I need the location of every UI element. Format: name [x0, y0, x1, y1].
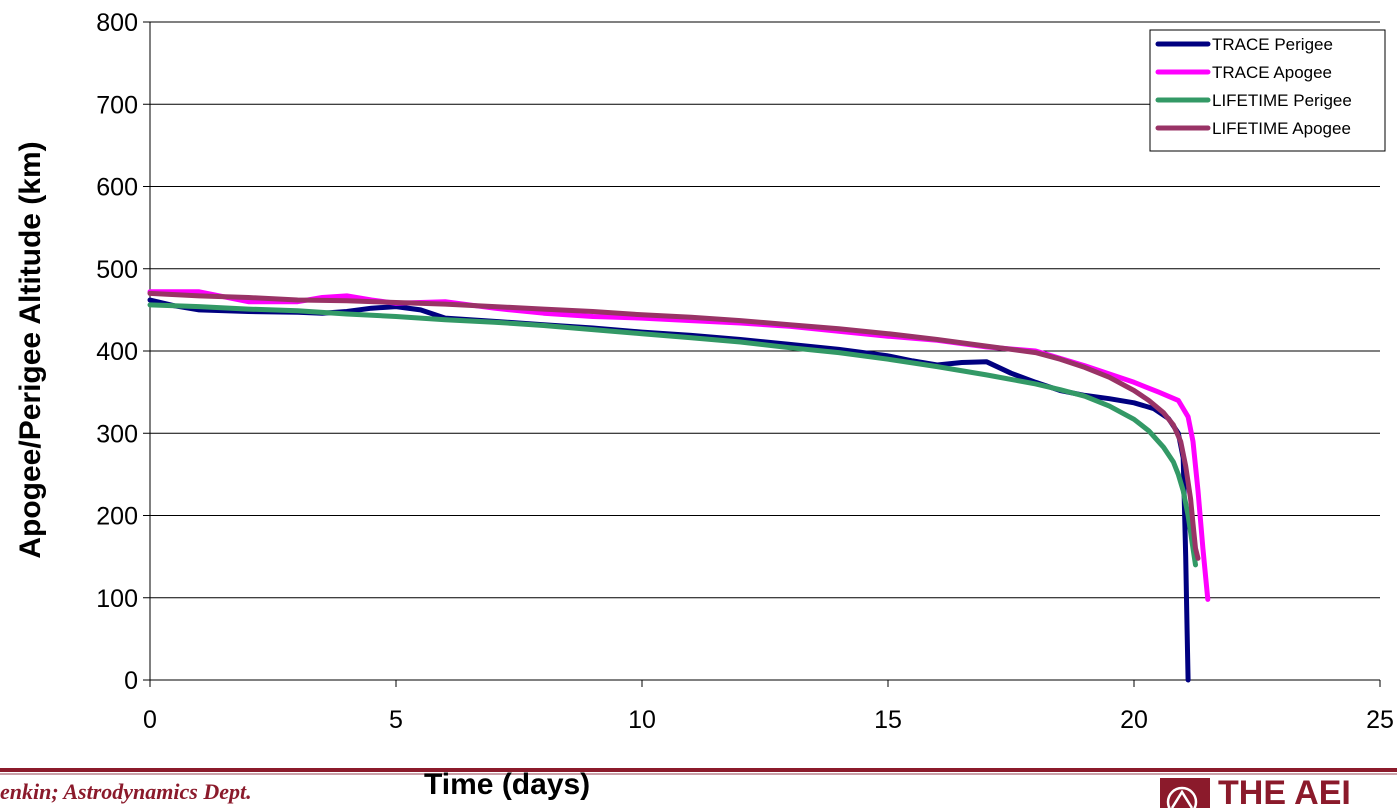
- y-tick-labels: 0 100 200 300 400 500 600 700 800: [96, 9, 138, 695]
- aerospace-logo-icon: [1160, 778, 1210, 808]
- x-tick-label: 15: [874, 706, 902, 734]
- y-tick-label: 0: [124, 667, 138, 695]
- x-tick-label: 10: [628, 706, 656, 734]
- y-tick-label: 300: [96, 420, 138, 448]
- series-line-1: [147, 297, 1191, 683]
- legend-label: LIFETIME Perigee: [1212, 91, 1352, 110]
- grid-lines: [150, 21, 1380, 599]
- series-line-4: [147, 290, 1201, 561]
- axes: [143, 21, 1381, 687]
- y-tick-label: 500: [96, 256, 138, 284]
- aerospace-logo: THE AEI: [1160, 778, 1397, 808]
- y-tick-label: 200: [96, 503, 138, 531]
- author-credit: enkin; Astrodynamics Dept.: [0, 779, 252, 804]
- legend-label: LIFETIME Apogee: [1212, 119, 1351, 138]
- y-tick-label: 600: [96, 174, 138, 202]
- footer-divider-secondary: [0, 773, 1397, 775]
- legend-label: TRACE Apogee: [1212, 63, 1332, 82]
- x-tick-label: 0: [143, 706, 157, 734]
- footer-divider: [0, 768, 1397, 772]
- series-lines: [147, 289, 1211, 683]
- logo-text: THE AEI: [1218, 778, 1351, 808]
- y-tick-label: 100: [96, 585, 138, 613]
- legend: TRACE Perigee TRACE Apogee LIFETIME Perige…: [1149, 29, 1386, 152]
- series-line-3: [147, 302, 1198, 568]
- x-tick-label: 20: [1120, 706, 1148, 734]
- x-tick-labels: 0 5 10 15 20 25: [143, 706, 1394, 734]
- chart: 0 100 200 300 400 500 600 700 800 0 5 10 15 20 25 Apo…: [14, 9, 1394, 734]
- y-tick-label: 700: [96, 91, 138, 119]
- x-axis-title: Time (days): [424, 768, 591, 801]
- y-tick-label: 400: [96, 338, 138, 366]
- x-tick-label: 5: [389, 706, 403, 734]
- x-tick-label: 25: [1366, 706, 1394, 734]
- y-tick-label: 800: [96, 9, 138, 37]
- y-axis-title: Apogee/Perigee Altitude (km): [14, 141, 47, 558]
- legend-label: TRACE Perigee: [1212, 35, 1333, 54]
